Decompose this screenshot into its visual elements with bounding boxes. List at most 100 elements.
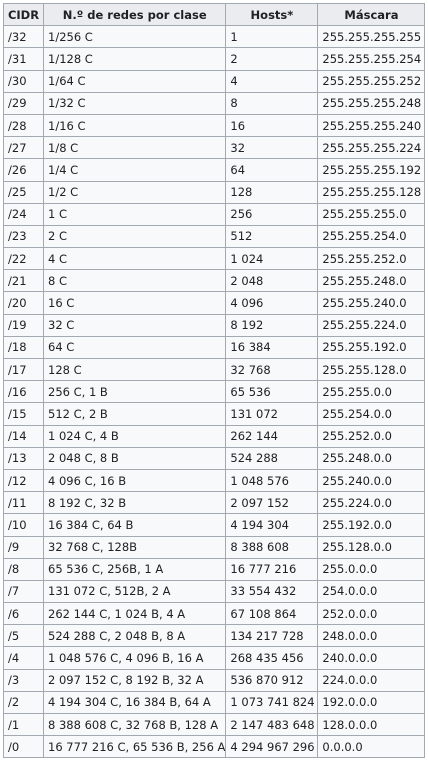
cell-mask: 128.0.0.0 <box>317 712 426 737</box>
cell-hosts: 33 554 432 <box>225 579 319 604</box>
cell-networks: 4 096 C, 16 B <box>42 468 227 493</box>
cell-mask: 224.0.0.0 <box>317 668 426 692</box>
cell-hosts: 268 435 456 <box>225 646 319 670</box>
table-row: /23 2 C 512 255.255.254.0 <box>3 224 426 249</box>
cell-networks: 524 288 C, 2 048 B, 8 A <box>42 624 227 648</box>
table-row: /6 262 144 C, 1 024 B, 4 A 67 108 864 252.0… <box>3 602 426 626</box>
cell-networks: 2 097 152 C, 8 192 B, 32 A <box>42 668 227 692</box>
cell-cidr: /24 <box>3 202 44 226</box>
cell-hosts: 2 048 <box>225 269 319 293</box>
cell-networks: 32 C <box>42 313 227 337</box>
cell-hosts: 4 <box>225 69 319 93</box>
header-mask: Máscara <box>317 2 426 27</box>
cell-cidr: /32 <box>3 25 44 49</box>
cell-cidr: /3 <box>3 668 44 692</box>
cell-networks: 1/256 C <box>42 25 227 49</box>
table-row: /29 1/32 C 8 255.255.255.248 <box>3 91 426 115</box>
cell-hosts: 536 870 912 <box>225 668 319 692</box>
cell-cidr: /1 <box>3 712 44 737</box>
cell-cidr: /19 <box>3 313 44 337</box>
cell-cidr: /20 <box>3 291 44 315</box>
header-row: CIDR N.º de redes por clase Hosts* Másca… <box>3 2 426 27</box>
table-row: /18 64 C 16 384 255.255.192.0 <box>3 335 426 360</box>
cell-hosts: 32 <box>225 136 319 160</box>
cell-mask: 255.255.255.252 <box>317 69 426 93</box>
cell-cidr: /7 <box>3 579 44 604</box>
cell-networks: 32 768 C, 128B <box>42 535 227 559</box>
cell-cidr: /16 <box>3 380 44 404</box>
table-row: /24 1 C 256 255.255.255.0 <box>3 202 426 226</box>
cell-hosts: 1 073 741 824 <box>225 690 319 715</box>
table-row: /26 1/4 C 64 255.255.255.192 <box>3 158 426 182</box>
table-row: /25 1/2 C 128 255.255.255.128 <box>3 180 426 204</box>
cell-hosts: 4 194 304 <box>225 513 319 537</box>
cell-hosts: 32 768 <box>225 357 319 382</box>
cell-mask: 255.255.255.255 <box>317 25 426 49</box>
cell-cidr: /2 <box>3 690 44 715</box>
cell-cidr: /23 <box>3 224 44 249</box>
table-row: /14 1 024 C, 4 B 262 144 255.252.0.0 <box>3 424 426 448</box>
cell-cidr: /21 <box>3 269 44 293</box>
cell-cidr: /14 <box>3 424 44 448</box>
cell-mask: 255.255.254.0 <box>317 224 426 249</box>
table-row: /32 1/256 C 1 255.255.255.255 <box>3 25 426 49</box>
cell-networks: 1/8 C <box>42 136 227 160</box>
cell-hosts: 64 <box>225 158 319 182</box>
cell-networks: 65 536 C, 256B, 1 A <box>42 557 227 581</box>
cell-mask: 255.255.192.0 <box>317 335 426 360</box>
cell-hosts: 65 536 <box>225 380 319 404</box>
table-row: /4 1 048 576 C, 4 096 B, 16 A 268 435 456 2… <box>3 646 426 670</box>
cell-hosts: 16 <box>225 113 319 138</box>
cell-mask: 255.128.0.0 <box>317 535 426 559</box>
cell-networks: 8 192 C, 32 B <box>42 491 227 515</box>
cell-networks: 16 384 C, 64 B <box>42 513 227 537</box>
cell-mask: 255.255.224.0 <box>317 313 426 337</box>
cell-hosts: 512 <box>225 224 319 249</box>
cell-mask: 255.255.255.128 <box>317 180 426 204</box>
cell-cidr: /31 <box>3 47 44 71</box>
cell-mask: 255.248.0.0 <box>317 446 426 470</box>
cell-mask: 255.255.255.254 <box>317 47 426 71</box>
cell-mask: 255.255.255.240 <box>317 113 426 138</box>
header-cidr: CIDR <box>3 2 44 27</box>
cell-cidr: /30 <box>3 69 44 93</box>
cell-networks: 1/2 C <box>42 180 227 204</box>
table-row: /8 65 536 C, 256B, 1 A 16 777 216 255.0.0.0 <box>3 557 426 581</box>
table-row: /15 512 C, 2 B 131 072 255.254.0.0 <box>3 402 426 426</box>
cell-networks: 1/32 C <box>42 91 227 115</box>
cell-hosts: 8 192 <box>225 313 319 337</box>
cell-hosts: 2 147 483 648 <box>225 712 319 737</box>
cell-cidr: /12 <box>3 468 44 493</box>
cell-networks: 2 C <box>42 224 227 249</box>
cell-hosts: 16 777 216 <box>225 557 319 581</box>
cell-networks: 1 048 576 C, 4 096 B, 16 A <box>42 646 227 670</box>
cell-cidr: /29 <box>3 91 44 115</box>
header-hosts: Hosts* <box>225 2 319 27</box>
cell-hosts: 4 096 <box>225 291 319 315</box>
cell-cidr: /5 <box>3 624 44 648</box>
cell-hosts: 1 048 576 <box>225 468 319 493</box>
cell-networks: 128 C <box>42 357 227 382</box>
cell-mask: 255.0.0.0 <box>317 557 426 581</box>
cell-hosts: 1 024 <box>225 247 319 271</box>
cell-hosts: 131 072 <box>225 402 319 426</box>
cell-cidr: /17 <box>3 357 44 382</box>
cell-cidr: /11 <box>3 491 44 515</box>
cell-hosts: 16 384 <box>225 335 319 360</box>
cell-networks: 16 777 216 C, 65 536 B, 256 A <box>42 735 227 759</box>
cell-networks: 1/16 C <box>42 113 227 138</box>
cell-cidr: /18 <box>3 335 44 360</box>
cell-cidr: /4 <box>3 646 44 670</box>
cell-cidr: /6 <box>3 602 44 626</box>
cell-mask: 255.255.248.0 <box>317 269 426 293</box>
cell-networks: 1/4 C <box>42 158 227 182</box>
cell-hosts: 128 <box>225 180 319 204</box>
cell-hosts: 8 <box>225 91 319 115</box>
table-row: /7 131 072 C, 512B, 2 A 33 554 432 254.0.0.… <box>3 579 426 604</box>
